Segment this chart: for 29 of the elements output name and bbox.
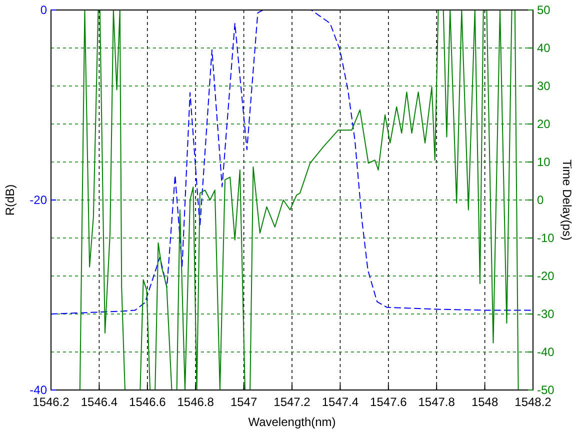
y2-tick-label: -40: [537, 345, 555, 359]
y-tick-label: -40: [30, 383, 48, 397]
y2-tick-label: 50: [537, 3, 551, 17]
y-axis-title: R(dB): [3, 184, 17, 216]
y2-tick-label: 0: [537, 193, 544, 207]
y2-tick-label: -50: [537, 383, 555, 397]
y2-tick-label: 20: [537, 117, 551, 131]
x-tick-label: 1547.2: [274, 395, 311, 409]
y2-axis-title: Time Delay(ps): [560, 160, 574, 240]
y2-tick-label: -10: [537, 231, 555, 245]
x-tick-label: 1546.2: [32, 395, 70, 409]
x-tick-label: 1546.4: [80, 395, 118, 409]
x-tick-label: 1547: [230, 395, 258, 409]
x-tick-label: 1547.4: [322, 395, 359, 409]
x-tick-label: 1547.8: [418, 395, 456, 409]
y-tick-label: -20: [30, 193, 48, 207]
y2-tick-label: -30: [537, 307, 555, 321]
x-tick-label: 1548: [471, 395, 498, 409]
y2-tick-label: 30: [537, 79, 551, 93]
y2-tick-label: -20: [537, 269, 555, 283]
y2-tick-label: 40: [537, 41, 551, 55]
y2-tick-label: 10: [537, 155, 551, 169]
x-tick-label: 1548.2: [514, 395, 552, 409]
x-axis-title: Wavelength(nm): [248, 415, 336, 429]
line-series: [51, 10, 533, 314]
y-tick-label: 0: [40, 3, 48, 17]
x-tick-label: 1547.6: [370, 395, 408, 409]
x-tick-label: 1546.8: [177, 395, 214, 409]
x-tick-label: 1546.6: [129, 395, 166, 409]
